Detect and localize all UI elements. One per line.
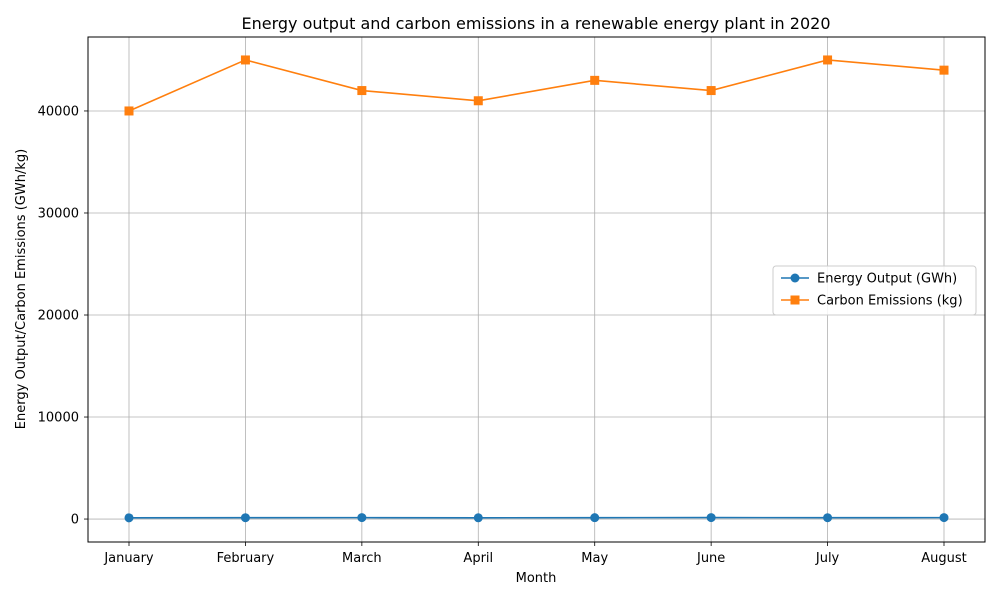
chart-title: Energy output and carbon emissions in a … — [241, 14, 830, 33]
y-axis-label: Energy Output/Carbon Emissions (GWh/kg) — [14, 149, 29, 429]
data-point — [939, 65, 949, 75]
y-tick-label: 10000 — [38, 411, 79, 426]
data-point — [823, 55, 833, 65]
x-tick-label: April — [463, 551, 493, 566]
data-point — [823, 513, 833, 523]
legend-swatch-marker — [790, 273, 800, 283]
x-tick-label: March — [342, 551, 382, 566]
x-tick-label: February — [217, 551, 275, 566]
x-tick-label: August — [921, 551, 967, 566]
data-point — [939, 513, 949, 523]
y-axis: 0 10000 20000 30000 40000 — [38, 104, 88, 528]
data-point — [124, 513, 134, 523]
x-axis-label: Month — [516, 571, 557, 586]
legend-box — [772, 265, 977, 316]
series-1 — [124, 513, 949, 523]
data-point — [473, 513, 483, 523]
data-point — [706, 86, 716, 96]
x-tick-label: January — [103, 551, 154, 566]
data-point — [240, 55, 250, 65]
data-point — [473, 96, 483, 106]
series-layer — [124, 55, 949, 523]
data-point — [706, 513, 716, 523]
data-point — [590, 513, 600, 523]
x-tick-label: July — [815, 551, 840, 566]
y-tick-label: 40000 — [38, 104, 79, 119]
legend: Energy Output (GWh) Carbon Emissions (kg) — [772, 265, 977, 316]
data-point — [357, 513, 367, 523]
y-tick-label: 0 — [71, 513, 79, 528]
series-line — [128, 59, 945, 112]
legend-item: Energy Output (GWh) — [781, 272, 957, 287]
data-point — [240, 513, 250, 523]
y-tick-label: 30000 — [38, 206, 79, 221]
y-tick-label: 20000 — [38, 309, 79, 324]
legend-label: Energy Output (GWh) — [817, 272, 957, 287]
x-tick-label: June — [696, 551, 725, 566]
legend-label: Carbon Emissions (kg) — [817, 294, 963, 309]
series-2 — [124, 55, 949, 116]
data-point — [590, 75, 600, 85]
x-axis: January February March April May June July Augu… — [103, 542, 967, 566]
data-point — [357, 86, 367, 96]
x-tick-label: May — [581, 551, 608, 566]
plot-frame — [87, 36, 986, 543]
data-point — [124, 106, 134, 116]
grid — [88, 37, 985, 542]
legend-item: Carbon Emissions (kg) — [781, 294, 963, 309]
legend-swatch-marker — [790, 295, 800, 305]
